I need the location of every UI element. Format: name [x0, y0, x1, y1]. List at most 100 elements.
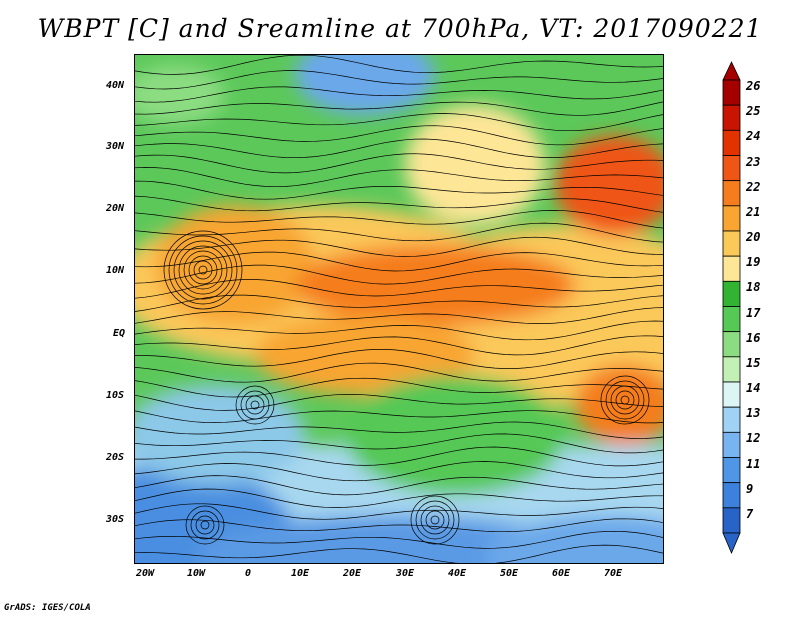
lat-label-40n: 40N — [106, 80, 125, 91]
colorbar-swatch — [722, 180, 741, 207]
streamline — [135, 475, 663, 496]
colorbar-label: 17 — [746, 305, 761, 320]
colorbar-swatch — [722, 331, 741, 358]
vortex-ring — [600, 375, 650, 425]
lat-label-30n: 30N — [106, 141, 125, 152]
colorbar-bottom-arrow — [722, 532, 741, 555]
vortex-ring — [193, 260, 213, 280]
vortex-ring — [245, 395, 265, 415]
streamline — [135, 167, 663, 188]
vortex-ring — [185, 505, 225, 545]
colorbar-label: 14 — [746, 381, 761, 395]
colorbar-label: 23 — [746, 154, 761, 169]
streamline — [135, 461, 663, 482]
vortex-ring — [173, 240, 233, 300]
streamline — [135, 70, 663, 90]
colorbar-label: 19 — [746, 255, 761, 270]
lon-label-10e: 10E — [291, 568, 310, 579]
colorbar-label: 20 — [746, 230, 761, 244]
grads-credit: GrADS: IGES/COLA — [4, 603, 91, 613]
lon-label-70e: 70E — [604, 568, 623, 579]
vortex-ring — [250, 400, 260, 410]
colorbar-swatch — [722, 406, 741, 433]
streamline — [135, 294, 663, 312]
colorbar-label: 18 — [746, 280, 761, 295]
streamline — [135, 394, 663, 411]
streamline — [135, 335, 663, 356]
lon-label-10w: 10W — [187, 568, 206, 579]
vortex-ring — [615, 390, 635, 410]
streamline — [135, 101, 663, 116]
vortex-ring — [415, 500, 455, 540]
streamline — [135, 236, 663, 257]
streamline — [135, 362, 663, 383]
colorbar-swatch — [722, 457, 741, 484]
colorbar-label: 26 — [746, 79, 761, 93]
lon-label-0: 0 — [245, 568, 252, 579]
colorbar-swatch — [722, 255, 741, 282]
streamline — [135, 503, 663, 520]
streamline — [135, 251, 663, 272]
vortex-ring — [168, 235, 238, 305]
streamline — [135, 518, 663, 533]
vortex-ring — [610, 385, 640, 415]
colorbar-swatch — [722, 507, 741, 534]
colorbar-label: 15 — [746, 355, 761, 370]
map-title: WBPT [C] and Sreamline at 700hPa, VT: 20… — [37, 14, 763, 43]
streamline — [135, 446, 663, 467]
streamline — [135, 125, 663, 146]
cool-north — [295, 55, 435, 115]
lat-label-10n: 10N — [106, 265, 125, 276]
colorbar-swatch — [722, 280, 741, 307]
warm-west — [155, 205, 315, 325]
lon-label-40e: 40E — [448, 568, 467, 579]
streamline — [135, 279, 663, 299]
streamline — [135, 55, 663, 75]
map-field — [135, 55, 663, 563]
colorbar-label: 11 — [746, 456, 761, 471]
lon-label-50e: 50E — [500, 568, 519, 579]
streamline — [135, 210, 663, 229]
pale-north — [405, 105, 545, 225]
streamline — [135, 86, 663, 103]
vortex-ring — [235, 385, 275, 425]
lat-label-eq: EQ — [113, 328, 126, 339]
streamline — [135, 320, 663, 341]
vortex-ring — [178, 245, 228, 295]
hot-core — [295, 245, 575, 325]
colorbar-label: 16 — [746, 330, 761, 345]
streamline — [135, 421, 663, 439]
colorbar-top-arrow — [722, 61, 741, 81]
streamline — [135, 138, 663, 159]
streamline — [135, 410, 663, 424]
green-south — [345, 375, 565, 495]
field-shading — [135, 55, 663, 563]
warm-equator — [255, 315, 475, 395]
streamline — [135, 377, 663, 398]
cold-pool-se — [485, 515, 663, 563]
weather-map — [134, 54, 664, 564]
streamlines — [135, 55, 663, 563]
vortex-ring — [183, 250, 223, 290]
colorbar-label: 13 — [746, 406, 761, 421]
colorbar-swatch — [722, 381, 741, 408]
colorbar-swatch — [722, 482, 741, 509]
streamline — [135, 433, 663, 454]
colorbar-swatch — [722, 306, 741, 333]
colorbar-label: 25 — [746, 104, 761, 119]
streamline — [135, 544, 663, 563]
colorbar-label: 24 — [746, 129, 761, 144]
colorbar-swatch — [722, 155, 741, 182]
lon-label-60e: 60E — [552, 568, 571, 579]
vortex-ring — [410, 495, 460, 545]
lat-label-20s: 20S — [106, 452, 125, 463]
vortex-ring — [198, 265, 208, 275]
colorbar-label: 21 — [746, 204, 761, 219]
lat-label-30s: 30S — [106, 514, 125, 525]
streamline — [135, 180, 663, 200]
green-nw — [135, 65, 225, 125]
vortex-ring — [195, 515, 215, 535]
lon-label-30e: 30E — [396, 568, 415, 579]
colorbar-swatch — [722, 79, 741, 106]
streamline — [135, 195, 663, 213]
